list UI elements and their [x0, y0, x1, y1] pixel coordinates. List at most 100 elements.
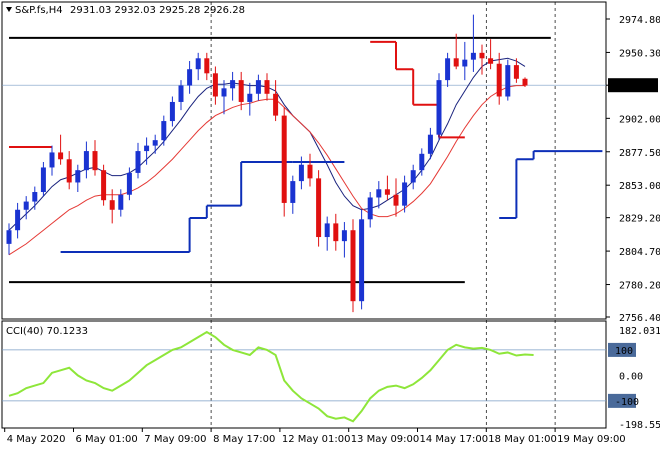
candle-bullish [445, 58, 451, 81]
cci-panel-frame [1, 320, 607, 429]
candle-bullish [83, 151, 89, 171]
candle-bullish [195, 58, 201, 70]
candle-bullish [410, 170, 416, 183]
candle-bullish [118, 194, 124, 210]
axis-layer: 2974.80 2950.30 2902.00 2877.50 2853.00 2829.… [4, 15, 660, 445]
candle-bullish [436, 80, 442, 135]
candle-bullish [402, 182, 408, 206]
candle-bullish [161, 121, 167, 141]
candle-bullish [427, 134, 433, 154]
price-panel-frame [1, 1, 607, 320]
y-tick-label: 2902.00 [619, 114, 660, 125]
candle-bearish [204, 58, 210, 74]
candle-bearish [453, 58, 459, 67]
candle-bearish [307, 164, 313, 179]
candle-bullish [49, 152, 55, 168]
cci-tick-label: 100 [615, 346, 633, 357]
candle-bearish [393, 194, 399, 206]
candle-bullish [126, 172, 132, 195]
cci-level-tag [608, 342, 636, 357]
candle-bullish [221, 88, 227, 97]
x-tick-label: 6 May 01:00 [76, 434, 138, 445]
y-tick-label: 2950.30 [619, 48, 660, 59]
candle-bullish [298, 164, 304, 182]
x-tick-label: 18 May 01:00 [488, 434, 557, 445]
candle-bullish [152, 140, 158, 146]
candle-bearish [488, 58, 494, 64]
y-tick-label: 2780.20 [619, 281, 660, 292]
symbol-title: S&P.fs,H4 [15, 5, 63, 16]
candle-bearish [333, 223, 339, 242]
x-tick-label: 19 May 09:00 [557, 434, 626, 445]
candle-bullish [178, 85, 184, 102]
candle-bullish [255, 80, 261, 94]
ohlc-header: 2931.03 2932.03 2925.28 2926.28 [70, 5, 245, 16]
candle-bearish [350, 230, 356, 302]
y-tick-label: 2853.00 [619, 181, 660, 192]
candle-bearish [58, 152, 64, 160]
cci-level-tag [608, 393, 636, 408]
candle-bearish [92, 151, 98, 171]
candle-bearish [384, 189, 390, 195]
candle-bullish [23, 201, 29, 210]
y-tick-label: 2756.40 [619, 313, 660, 324]
candle-bullish [15, 209, 21, 231]
candle-bullish [230, 80, 236, 89]
cci-tick-label: -100 [615, 397, 639, 408]
candle-bullish [247, 93, 253, 102]
candle-bearish [264, 80, 270, 94]
candle-bullish [290, 181, 296, 203]
current-price-tag [608, 78, 658, 93]
candle-bullish [40, 167, 46, 193]
x-tick-label: 13 May 09:00 [351, 434, 420, 445]
candle-bullish [135, 151, 141, 173]
collapse-arrow-icon[interactable] [6, 7, 12, 12]
candle-bullish [367, 197, 373, 220]
x-tick-label: 14 May 17:00 [420, 434, 489, 445]
candle-bearish [513, 65, 519, 79]
current-price-label: 2926.28 [616, 81, 658, 92]
cci-line [8, 330, 534, 423]
candle-bearish [109, 200, 115, 210]
candle-bearish [316, 178, 322, 238]
x-tick-label: 8 May 17:00 [213, 434, 275, 445]
candle-bullish [169, 101, 175, 122]
candle-bearish [101, 170, 107, 201]
candle-bullish [359, 219, 365, 302]
candle-bearish [66, 159, 72, 183]
candles-layer [6, 14, 528, 313]
cci-tick-label: 0.00 [619, 371, 643, 382]
candle-bearish [238, 80, 244, 102]
candle-bullish [75, 170, 81, 183]
candle-bearish [496, 63, 502, 97]
cci-layer [2, 330, 606, 423]
x-tick-label: 4 May 2020 [7, 434, 66, 445]
candle-bullish [32, 192, 38, 202]
candle-bullish [144, 145, 150, 152]
candle-bearish [273, 93, 279, 116]
candle-bearish [281, 115, 287, 203]
candle-bullish [376, 189, 382, 198]
y-tick-label: 2829.20 [619, 214, 660, 225]
candle-bullish [462, 59, 468, 67]
candle-bullish [470, 52, 476, 60]
candle-bullish [341, 230, 347, 242]
cci-tick-label: -198.5575 [619, 420, 660, 431]
y-tick-label: 2974.80 [619, 15, 660, 26]
candle-bearish [479, 52, 485, 59]
candle-bullish [6, 230, 12, 244]
candle-bullish [419, 153, 425, 171]
x-tick-label: 12 May 01:00 [282, 434, 351, 445]
candle-bullish [505, 65, 511, 97]
y-tick-label: 2804.70 [619, 247, 660, 258]
cci-tick-label: 182.031 [619, 326, 660, 337]
candle-bearish [212, 73, 218, 97]
x-tick-label: 7 May 09:00 [144, 434, 206, 445]
candle-bearish [522, 78, 528, 86]
candle-bullish [324, 223, 330, 238]
cci-title: CCI(40) 70.1233 [6, 326, 88, 337]
y-tick-label: 2877.50 [619, 148, 660, 159]
candle-bullish [187, 69, 193, 86]
